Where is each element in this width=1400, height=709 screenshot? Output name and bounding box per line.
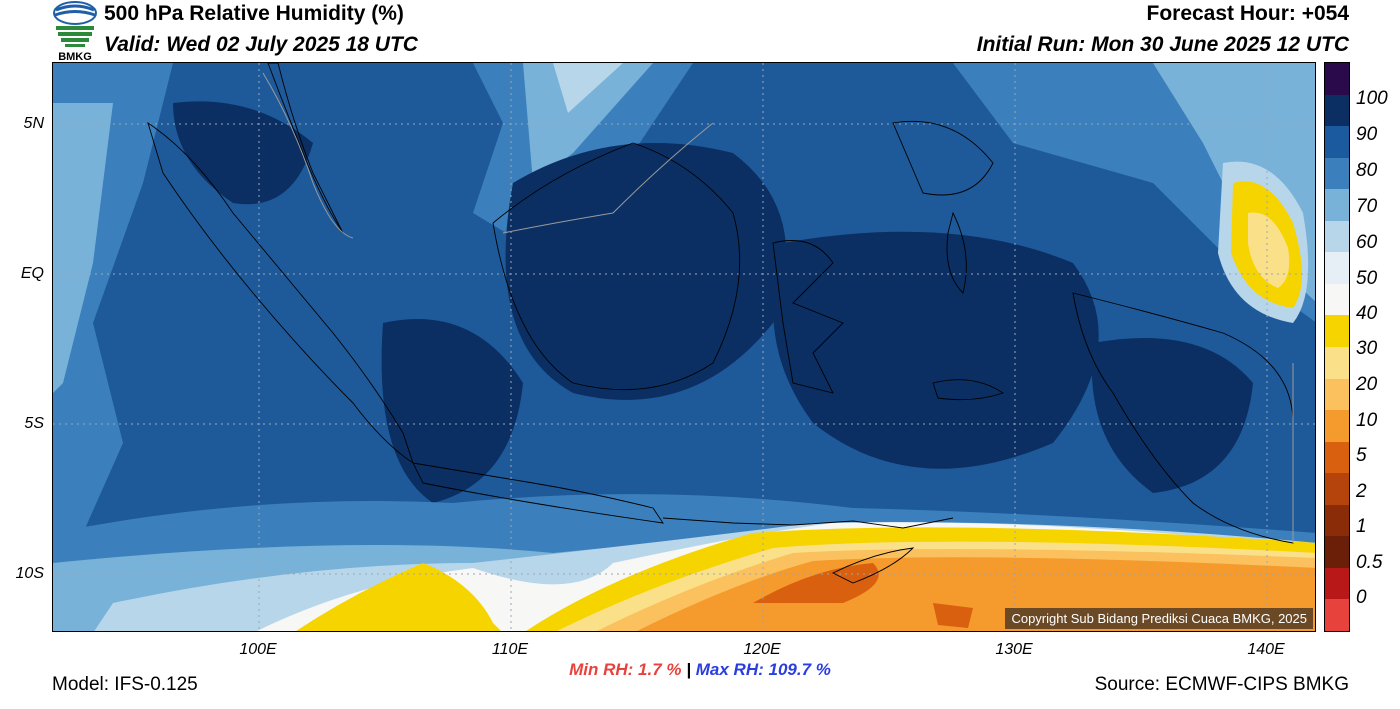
colorbar-label: 2 xyxy=(1356,481,1367,502)
lon-label-100e: 100E xyxy=(239,641,277,658)
colorbar-label: 80 xyxy=(1356,160,1378,181)
stats-separator: | xyxy=(686,660,692,679)
colorbar-segment xyxy=(1325,157,1349,190)
svg-text:BMKG: BMKG xyxy=(58,51,92,62)
colorbar-segment xyxy=(1325,252,1349,285)
colorbar-segment xyxy=(1325,94,1349,127)
colorbar-label: 40 xyxy=(1356,303,1378,324)
copyright-note: Copyright Sub Bidang Prediksi Cuaca BMKG… xyxy=(1005,608,1313,629)
humidity-map: Copyright Sub Bidang Prediksi Cuaca BMKG… xyxy=(52,62,1316,632)
bmkg-logo: BMKG xyxy=(52,0,98,63)
colorbar-segment xyxy=(1325,599,1349,632)
colorbar-label: 10 xyxy=(1356,410,1378,431)
min-rh-label: Min RH: xyxy=(569,660,634,679)
colorbar-segment xyxy=(1325,63,1349,96)
rh-stats: Min RH: 1.7 % | Max RH: 109.7 % xyxy=(0,660,1400,680)
colorbar-segment xyxy=(1325,567,1349,600)
colorbar-label: 50 xyxy=(1356,268,1378,289)
colorbar-segment xyxy=(1325,189,1349,222)
lat-label-eq: EQ xyxy=(20,265,44,282)
lon-label-120e: 120E xyxy=(743,641,781,658)
colorbar-segment xyxy=(1325,378,1349,411)
lat-label-5s: 5S xyxy=(24,415,44,432)
valid-time: Valid: Wed 02 July 2025 18 UTC xyxy=(104,33,418,56)
lat-label-10s: 10S xyxy=(15,565,44,582)
colorbar-segment xyxy=(1325,410,1349,443)
source-info: Source: ECMWF-CIPS BMKG xyxy=(1094,674,1349,695)
lat-label-5n: 5N xyxy=(23,115,44,132)
colorbar-label: 0 xyxy=(1356,587,1367,608)
colorbar-segment xyxy=(1325,126,1349,159)
colorbar xyxy=(1324,62,1350,632)
colorbar-label: 0.5 xyxy=(1356,552,1383,573)
colorbar-label: 100 xyxy=(1356,88,1388,109)
min-rh-value: 1.7 % xyxy=(638,660,682,679)
colorbar-label: 5 xyxy=(1356,445,1367,466)
colorbar-label: 90 xyxy=(1356,124,1378,145)
model-info: Model: IFS-0.125 xyxy=(52,674,198,695)
colorbar-segment xyxy=(1325,441,1349,474)
colorbar-segment xyxy=(1325,473,1349,506)
colorbar-segment xyxy=(1325,347,1349,380)
colorbar-label: 30 xyxy=(1356,338,1378,359)
colorbar-label: 70 xyxy=(1356,196,1378,217)
lon-label-110e: 110E xyxy=(491,641,529,658)
colorbar-segment xyxy=(1325,315,1349,348)
colorbar-label: 20 xyxy=(1356,374,1378,395)
colorbar-label: 60 xyxy=(1356,232,1378,253)
forecast-hour: Forecast Hour: +054 xyxy=(1146,2,1350,25)
colorbar-segment xyxy=(1325,220,1349,253)
lon-label-130e: 130E xyxy=(995,641,1033,658)
colorbar-segment xyxy=(1325,504,1349,537)
lon-label-140e: 140E xyxy=(1247,641,1285,658)
colorbar-label: 1 xyxy=(1356,516,1367,537)
max-rh: Max RH: 109.7 % xyxy=(695,660,831,679)
map-title: 500 hPa Relative Humidity (%) xyxy=(104,2,404,25)
colorbar-segment xyxy=(1325,536,1349,569)
initial-run: Initial Run: Mon 30 June 2025 12 UTC xyxy=(976,33,1349,56)
colorbar-segment xyxy=(1325,283,1349,316)
